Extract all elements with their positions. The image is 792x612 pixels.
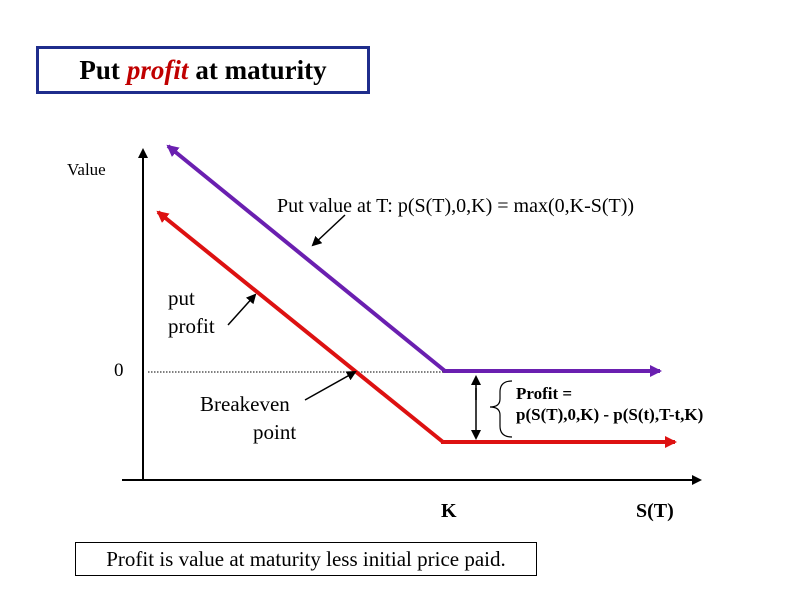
put-profit-label-1: put [168,286,195,310]
title-pre: Put [79,54,120,85]
profit-eq-label-1: Profit = [516,384,573,403]
profit-brace [489,380,513,438]
breakeven-label-2: point [253,420,297,444]
put-value-pointer [311,214,346,247]
breakeven-pointer [304,371,357,401]
caption-box: Profit is value at maturity less initial… [75,542,537,576]
put-profit-label-2: profit [168,314,215,338]
st-label: S(T) [636,500,674,522]
k-label: K [441,500,457,522]
put-value-label: Put value at T: p(S(T),0,K) = max(0,K-S(… [277,195,635,217]
profit-eq-label-2: p(S(T),0,K) - p(S(t),T-t,K) [516,405,704,424]
caption-text: Profit is value at maturity less initial… [106,546,506,571]
title-emphasis: profit [126,54,189,85]
put-value-line [166,144,447,373]
value-axis-label: Value [67,160,106,179]
breakeven-label-1: Breakeven [200,392,290,416]
put-profit-line [156,210,445,444]
title-box: Put profit at maturity [36,46,370,94]
put-profit-pointer [227,293,257,326]
title-post: at maturity [195,54,327,85]
zero-label: 0 [114,360,124,381]
